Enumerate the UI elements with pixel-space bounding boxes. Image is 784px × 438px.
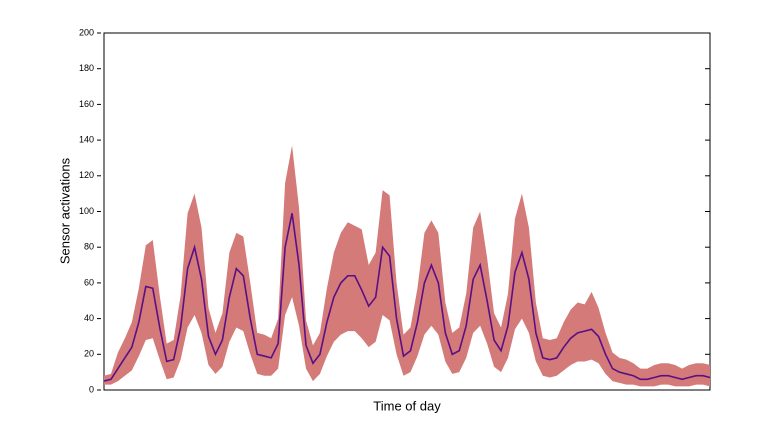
confidence-band [104,145,710,387]
x-axis-label: Time of day [373,398,441,413]
y-tick-label: 0 [89,384,94,394]
y-tick-label: 160 [79,99,94,109]
y-tick-label: 40 [84,313,94,323]
y-tick-label: 20 [84,349,94,359]
y-tick-label: 60 [84,277,94,287]
y-tick-label: 80 [84,242,94,252]
y-tick-label: 100 [79,206,94,216]
y-tick-label: 120 [79,170,94,180]
y-axis-label: Sensor activations [57,157,72,264]
y-tick-label: 180 [79,63,94,73]
y-tick-label: 200 [79,27,94,37]
y-tick-label: 140 [79,134,94,144]
mean-line [103,213,711,382]
